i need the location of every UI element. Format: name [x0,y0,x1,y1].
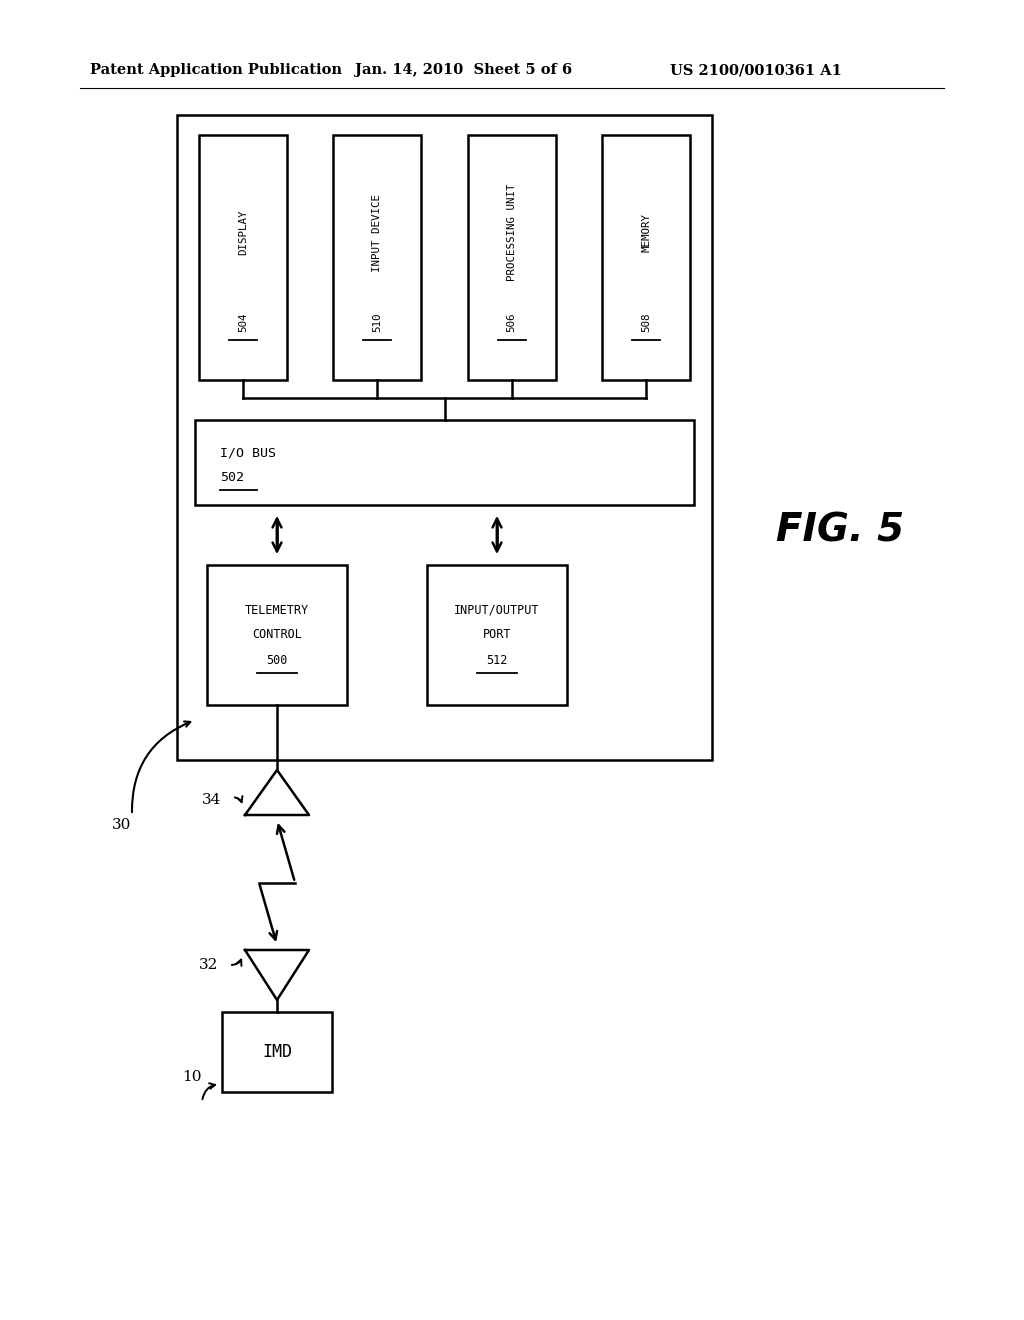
Bar [427,565,567,705]
Text: 30: 30 [113,818,132,832]
Text: MEMORY: MEMORY [641,213,651,252]
Text: US 2100/0010361 A1: US 2100/0010361 A1 [670,63,842,77]
Text: INPUT DEVICE: INPUT DEVICE [373,194,382,272]
Bar [602,135,690,380]
Text: Patent Application Publication: Patent Application Publication [90,63,342,77]
Text: IMD: IMD [262,1043,292,1061]
Text: 500: 500 [266,653,288,667]
Bar [468,135,556,380]
Text: 512: 512 [486,653,508,667]
Text: 508: 508 [641,313,651,333]
Text: INPUT/OUTPUT: INPUT/OUTPUT [455,603,540,616]
Text: TELEMETRY: TELEMETRY [245,603,309,616]
Text: 506: 506 [507,313,517,333]
Text: 32: 32 [200,958,219,972]
Text: DISPLAY: DISPLAY [238,210,248,255]
Bar [199,135,287,380]
Text: PROCESSING UNIT: PROCESSING UNIT [507,183,517,281]
Text: PORT: PORT [482,628,511,642]
Text: 504: 504 [238,313,248,333]
Text: Jan. 14, 2010  Sheet 5 of 6: Jan. 14, 2010 Sheet 5 of 6 [355,63,572,77]
Text: 510: 510 [373,313,382,333]
Bar [334,135,421,380]
Text: 502: 502 [220,471,244,484]
Text: CONTROL: CONTROL [252,628,302,642]
Text: 10: 10 [182,1071,202,1084]
Text: I/O BUS: I/O BUS [220,446,276,459]
Text: 34: 34 [203,793,221,807]
Bar [177,115,712,760]
Text: FIG. 5: FIG. 5 [776,511,904,549]
Bar [222,1012,332,1092]
Bar [195,420,694,506]
Bar [207,565,347,705]
